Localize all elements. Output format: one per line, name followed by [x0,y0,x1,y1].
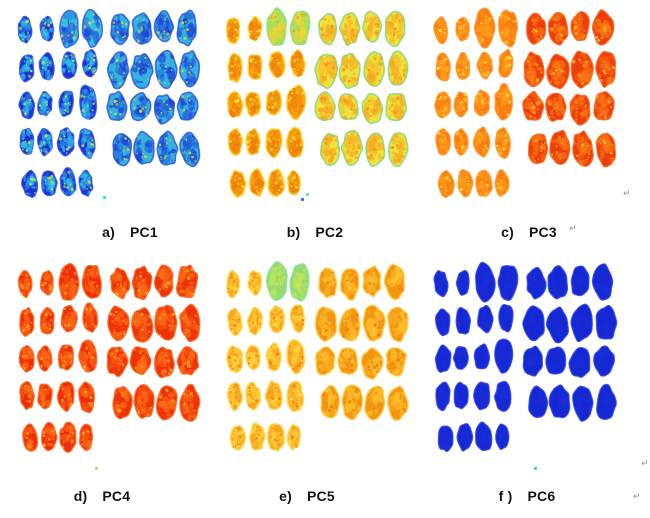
panel-pc-label: PC3 [529,224,557,240]
panel-pc-label: PC4 [102,488,131,504]
return-mark: ↵ [633,492,641,502]
color-speck [306,193,309,196]
panel-caption: e) PC5 [203,488,411,504]
pc6-score-image [433,261,618,453]
panel-pc-label: PC1 [130,224,158,240]
panel-letter: a) [102,224,115,240]
pc3-score-image [433,7,617,198]
panel-pc2: b) PC2 [216,4,424,254]
pc4-score-image [17,262,201,453]
panel-pc4: d) PC4 [8,258,216,508]
panel-pc-label: PC2 [315,224,344,240]
panel-pc-label: PC6 [527,488,556,504]
pc1-score-image [17,8,201,198]
panel-caption: c) PC3 [425,224,633,240]
return-mark: ↵ [641,459,649,469]
panel-pc-label: PC5 [307,488,335,504]
pc2-score-image [225,7,409,199]
pc5-score-image [225,261,409,452]
panel-caption: f ) PC6 [423,488,631,504]
panel-letter: b) [286,224,301,240]
panel-letter: e) [279,488,292,504]
color-speck [103,196,106,199]
panel-pc3: c) PC3 [424,4,632,254]
panel-pc6: f ) PC6 [424,258,632,508]
panel-pc5: e) PC5 [216,258,424,508]
panel-letter: f ) [498,488,513,504]
panel-letter: c) [501,224,514,240]
return-mark: ↵ [569,224,577,234]
color-speck [301,198,304,201]
color-speck [95,467,98,470]
color-speck [534,467,537,470]
panel-letter: d) [73,488,88,504]
return-mark: ↵ [623,189,631,199]
panel-caption: a) PC1 [26,224,234,240]
panel-caption: d) PC4 [0,488,206,504]
panel-caption: b) PC2 [211,224,419,240]
panel-pc1: a) PC1 [8,4,216,254]
